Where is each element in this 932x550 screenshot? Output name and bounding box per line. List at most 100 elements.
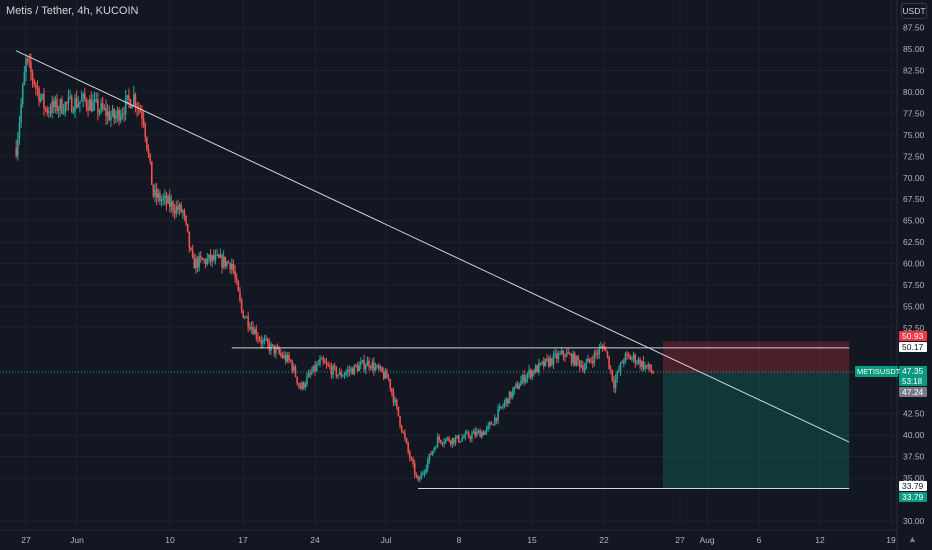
candle-body <box>271 344 274 346</box>
currency-button[interactable]: USDT <box>901 3 927 19</box>
candle-body <box>101 103 104 109</box>
candle-body <box>51 101 53 113</box>
candle-body <box>353 364 356 375</box>
candle-body <box>146 137 148 149</box>
y-tick-label: 37.50 <box>903 452 925 462</box>
candle-body <box>21 84 24 105</box>
symbol-label-bg <box>855 366 898 377</box>
candle-body <box>459 441 462 443</box>
candle-body <box>345 372 347 375</box>
candle-body <box>217 254 220 258</box>
candle-body <box>327 364 329 366</box>
candle-body <box>113 108 115 119</box>
candle-body <box>88 99 91 111</box>
candle-body <box>554 353 556 355</box>
candle-body <box>213 255 215 260</box>
candle-body <box>242 310 245 318</box>
candle-body <box>508 391 511 404</box>
candle-body <box>291 361 294 371</box>
candle-body <box>400 425 403 432</box>
candle-body <box>384 371 387 379</box>
candle-body <box>417 475 419 480</box>
candle-body <box>284 355 287 362</box>
candle-body <box>399 416 401 426</box>
candle-body <box>17 138 19 157</box>
support-price-tag-value: 33.79 <box>902 481 924 491</box>
candle-body <box>436 436 439 448</box>
candle-body <box>229 263 231 270</box>
candle-body <box>427 460 429 469</box>
candle-body <box>636 362 638 364</box>
candle-body <box>652 371 654 374</box>
candle-body <box>538 362 540 372</box>
candle-body <box>407 443 409 452</box>
candle-body <box>297 383 300 385</box>
candle-body <box>644 365 646 369</box>
price-axis-panel <box>897 0 932 550</box>
candle-body <box>343 374 346 376</box>
candle-body <box>52 101 55 108</box>
candle-body <box>322 358 325 362</box>
candle-body <box>18 122 21 139</box>
candle-body <box>520 380 522 386</box>
candle-body <box>647 364 650 367</box>
candle-body <box>549 358 552 367</box>
candle-body <box>299 384 302 389</box>
entry-price-tag-value: 47.24 <box>902 387 924 397</box>
trendline <box>15 50 850 443</box>
candle-body <box>67 97 70 103</box>
x-tick-label: Jun <box>70 535 84 545</box>
candle-body <box>165 195 168 204</box>
candle-body <box>487 425 490 429</box>
candle-body <box>444 438 447 443</box>
candle-body <box>66 102 68 104</box>
candle-body <box>309 373 311 375</box>
candle-body <box>239 291 241 301</box>
candle-body <box>358 365 360 372</box>
candle-body <box>575 356 578 366</box>
candle-body <box>420 473 423 480</box>
candle-body <box>167 196 169 204</box>
candle-body <box>582 365 584 371</box>
candle-body <box>609 368 612 371</box>
candle-body <box>70 96 73 113</box>
target-price-tag-value: 50.93 <box>902 331 924 341</box>
candle-body <box>15 147 17 157</box>
candle-body <box>296 376 298 384</box>
candle-body <box>431 450 434 455</box>
candle-body <box>482 432 485 435</box>
y-tick-label: 82.50 <box>903 66 925 76</box>
candle-body <box>227 261 230 264</box>
candle-body <box>208 254 210 259</box>
y-tick-label: 87.50 <box>903 23 925 33</box>
candle-body <box>552 354 555 365</box>
candle-body <box>596 353 599 355</box>
candle-body <box>258 338 261 341</box>
candle-body <box>232 264 235 272</box>
candle-body <box>449 441 452 444</box>
candle-body <box>412 459 414 464</box>
candle-body <box>464 433 467 438</box>
candle-body <box>39 97 42 102</box>
stop-zone <box>663 341 850 374</box>
candle-body <box>624 353 627 361</box>
x-tick-label: Aug <box>699 535 714 545</box>
candle-body <box>415 474 418 476</box>
candle-body <box>559 353 561 355</box>
candle-body <box>147 148 150 154</box>
auto-scale-icon[interactable]: ▲ <box>908 534 917 544</box>
candle-body <box>173 210 176 214</box>
candle-body <box>361 360 364 363</box>
y-tick-label: 72.50 <box>903 151 925 161</box>
candle-body <box>61 99 63 114</box>
candle-body <box>142 118 145 124</box>
candle-body <box>371 362 374 369</box>
candle-body <box>456 435 458 438</box>
candle-body <box>329 365 331 368</box>
candle-body <box>97 99 99 113</box>
candle-body <box>302 382 305 388</box>
candle-body <box>578 360 581 368</box>
candle-body <box>100 103 102 111</box>
candle-body <box>435 447 437 449</box>
